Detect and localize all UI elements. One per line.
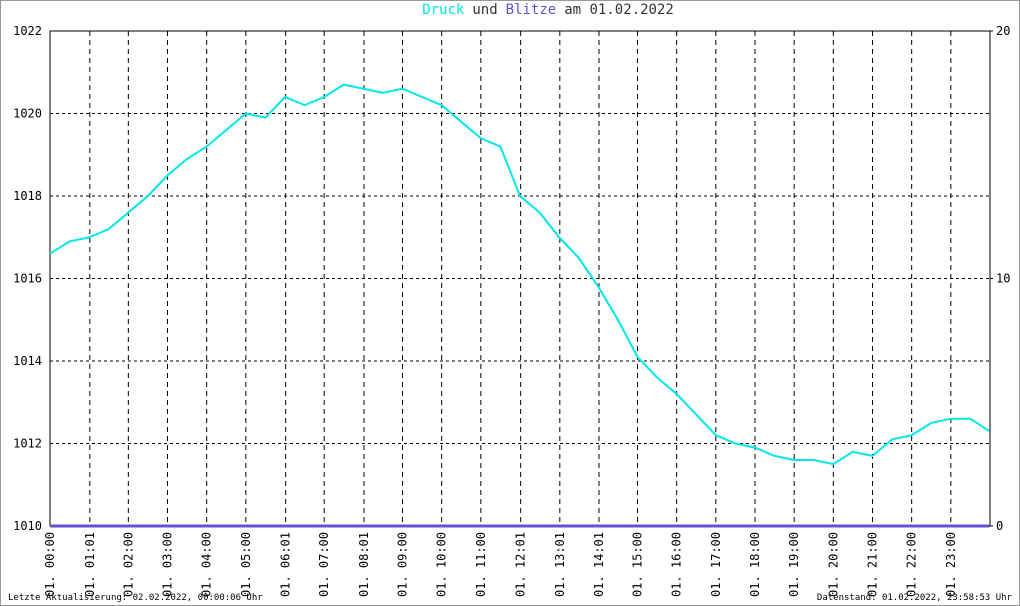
x-tick-label: 01. 08:01 bbox=[357, 532, 371, 597]
x-tick-label: 01. 15:00 bbox=[631, 532, 645, 597]
x-tick-label: 01. 17:00 bbox=[709, 532, 723, 597]
x-tick-label: 01. 09:00 bbox=[396, 532, 410, 597]
series-line bbox=[49, 83, 990, 466]
x-tick-label: 01. 16:00 bbox=[670, 532, 684, 597]
x-tick-label: 01. 20:00 bbox=[826, 532, 840, 597]
x-tick-label: 01. 23:00 bbox=[944, 532, 958, 597]
x-tick-label: 01. 14:01 bbox=[592, 532, 606, 597]
x-tick-label: 01. 06:01 bbox=[279, 532, 293, 597]
x-tick-label: 01. 00:00 bbox=[43, 532, 57, 597]
footer-right: Datenstand: 01.02.2022, 23:58:53 Uhr bbox=[817, 593, 1013, 603]
y-tick-label: 1010 bbox=[13, 519, 42, 533]
y2-tick-label: 10 bbox=[996, 272, 1010, 286]
title-and: und bbox=[472, 2, 497, 18]
y-tick-label: 1012 bbox=[13, 437, 42, 451]
x-tick-label: 01. 04:00 bbox=[200, 532, 214, 597]
x-tick-label: 01. 07:00 bbox=[317, 532, 331, 597]
x-tick-label: 01. 10:00 bbox=[435, 532, 449, 597]
x-tick-label: 01. 01:01 bbox=[83, 532, 97, 597]
y-tick-label: 1020 bbox=[13, 107, 42, 121]
y-tick-label: 1016 bbox=[13, 272, 42, 286]
title-series-1: Druck bbox=[422, 2, 465, 18]
x-tick-label: 01. 13:01 bbox=[553, 532, 567, 597]
x-tick-label: 01. 02:00 bbox=[121, 532, 135, 597]
x-tick-label: 01. 03:00 bbox=[161, 532, 175, 597]
x-tick-label: 01. 18:00 bbox=[748, 532, 762, 597]
x-tick-label: 01. 19:00 bbox=[787, 532, 801, 597]
x-tick-label: 01. 22:00 bbox=[905, 532, 919, 597]
footer-left: Letzte Aktualisierung: 02.02.2022, 00:00… bbox=[8, 593, 263, 603]
title-date: am 01.02.2022 bbox=[564, 2, 674, 18]
y-tick-label: 1022 bbox=[13, 24, 42, 38]
y2-tick-label: 0 bbox=[996, 519, 1003, 533]
y2-tick-label: 20 bbox=[996, 24, 1010, 38]
x-tick-label: 01. 11:00 bbox=[474, 532, 488, 597]
x-tick-label: 01. 05:00 bbox=[239, 532, 253, 597]
x-tick-label: 01. 21:00 bbox=[866, 532, 880, 597]
y-tick-label: 1014 bbox=[13, 354, 42, 368]
x-tick-label: 01. 12:01 bbox=[514, 532, 528, 597]
y-tick-label: 1018 bbox=[13, 189, 42, 203]
title-series-2: Blitze bbox=[506, 2, 557, 18]
chart-title: Druck und Blitze am 01.02.2022 bbox=[422, 2, 674, 18]
